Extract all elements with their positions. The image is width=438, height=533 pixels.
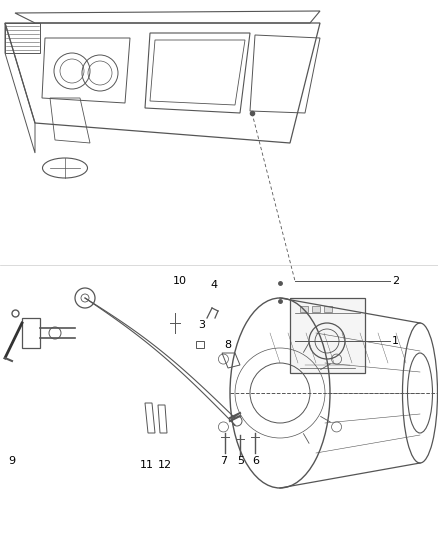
Text: 11: 11: [140, 460, 154, 470]
Text: 6: 6: [252, 456, 259, 466]
Text: 2: 2: [392, 276, 399, 286]
Text: 8: 8: [224, 340, 231, 350]
FancyBboxPatch shape: [290, 298, 365, 373]
Text: 3: 3: [198, 320, 205, 330]
Text: 4: 4: [210, 280, 217, 290]
Text: 9: 9: [8, 456, 15, 466]
Text: 10: 10: [173, 276, 187, 286]
Text: 1: 1: [392, 336, 399, 346]
Text: 5: 5: [237, 456, 244, 466]
FancyBboxPatch shape: [324, 306, 332, 312]
FancyBboxPatch shape: [300, 306, 308, 312]
Text: 7: 7: [220, 456, 227, 466]
FancyBboxPatch shape: [312, 306, 320, 312]
Text: 12: 12: [158, 460, 172, 470]
